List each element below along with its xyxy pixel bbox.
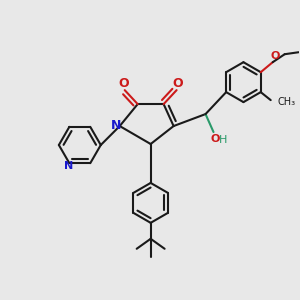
Text: N: N (64, 161, 73, 171)
Text: O: O (118, 77, 129, 90)
Text: N: N (110, 118, 121, 132)
Text: O: O (211, 134, 220, 144)
Text: H: H (219, 135, 228, 145)
Text: CH₃: CH₃ (278, 97, 296, 107)
Text: O: O (172, 77, 183, 90)
Text: O: O (270, 51, 279, 61)
